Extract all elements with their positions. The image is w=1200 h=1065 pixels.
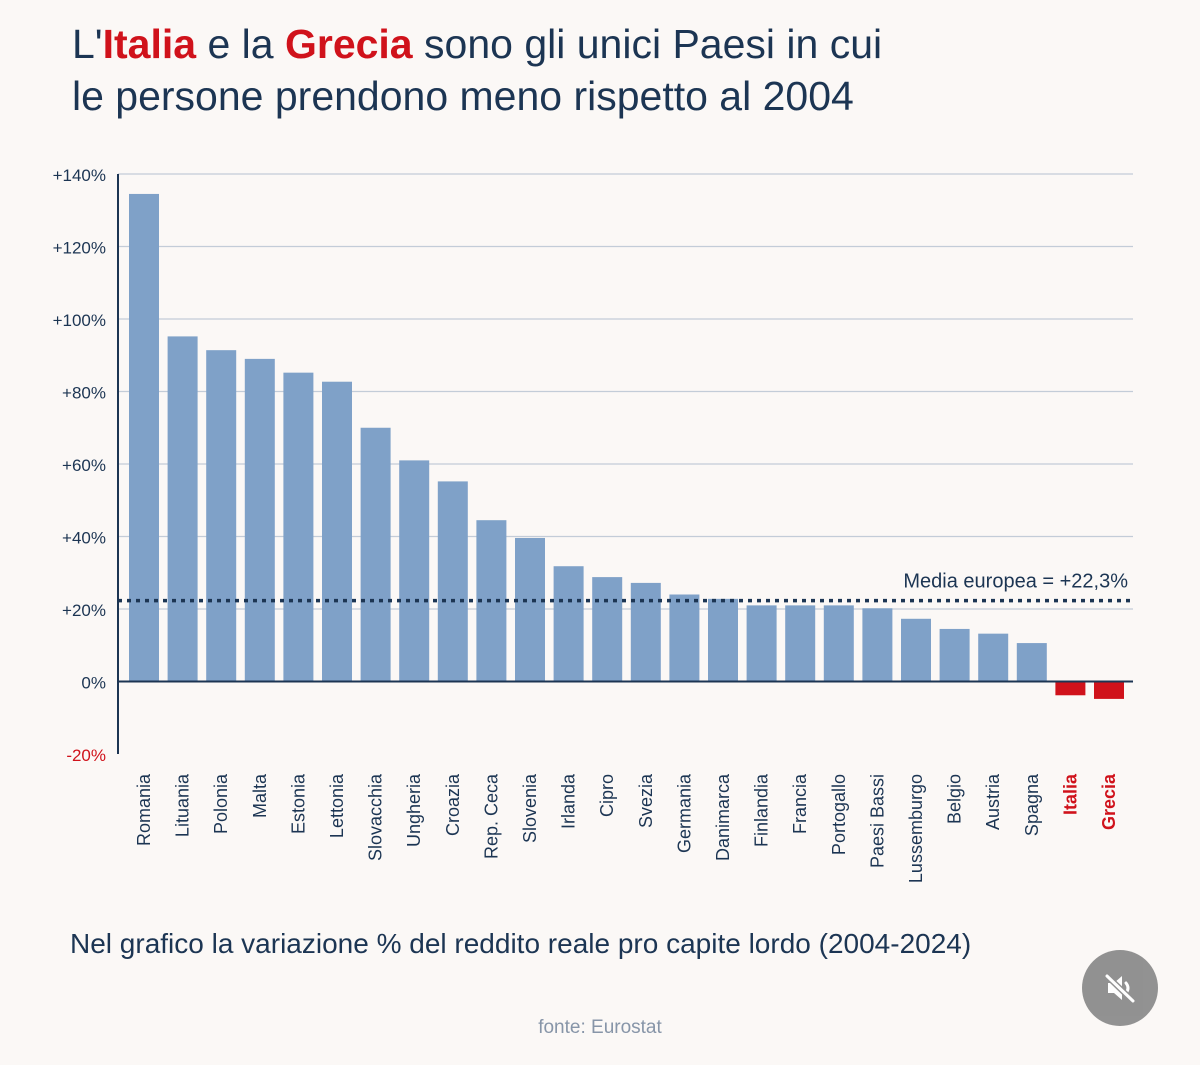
bar-malta (244, 358, 275, 682)
headline-grecia: Grecia (284, 21, 413, 67)
bar-estonia (283, 372, 314, 682)
bar-chart: +140% +120% +100% +80% +60% +40% +20% 0% -20% Rom… (53, 166, 1133, 883)
headline-middle: e la (196, 21, 285, 67)
source-note: fonte: Eurostat (538, 1017, 662, 1038)
bar-finlandia (746, 605, 777, 682)
bar-cipro (592, 577, 623, 682)
x-tick-label: Svezia (636, 773, 656, 828)
bar-slovenia (515, 537, 545, 682)
bar-croazia (437, 481, 468, 682)
bar-ungheria (399, 460, 430, 682)
headline-line-2: le persone prendono meno rispetto al 200… (72, 73, 854, 119)
bar-lituania (167, 336, 198, 682)
x-tick-label: Ungheria (404, 773, 424, 847)
x-tick-label: Portogallo (829, 774, 849, 855)
x-tick-label: Slovenia (520, 773, 540, 843)
bar-belgio (939, 628, 970, 682)
x-tick-label: Italia (1060, 773, 1080, 815)
headline-suffix: sono gli unici Paesi in cui (412, 21, 883, 67)
bar-lussemburgo (901, 618, 931, 682)
bar-slovacchia (360, 427, 391, 682)
x-tick-label: Germania (674, 773, 694, 853)
x-tick-label: Grecia (1099, 773, 1119, 830)
x-tick-label: Estonia (288, 773, 308, 834)
bar-portogallo (823, 605, 854, 682)
bar-svezia (630, 582, 661, 682)
headline-prefix: L' (72, 21, 103, 67)
bar-romania (129, 193, 159, 682)
y-tick-label: +100% (53, 311, 106, 330)
x-tick-label: Lettonia (327, 773, 347, 838)
bar-irlanda (553, 566, 584, 682)
x-tick-label: Cipro (597, 774, 617, 817)
x-tick-label: Spagna (1022, 773, 1042, 836)
bar-danimarca (708, 598, 738, 682)
x-tick-label: Romania (134, 773, 154, 846)
y-tick-label: 0% (81, 674, 106, 693)
x-tick-label: Rep. Ceca (481, 773, 501, 859)
mute-button[interactable] (1082, 950, 1158, 1026)
x-tick-label: Irlanda (559, 773, 579, 829)
average-label: Media europea = +22,3% (903, 571, 1128, 593)
chart-subtitle: Nel grafico la variazione % del reddito … (70, 928, 972, 959)
x-tick-label: Lussemburgo (906, 774, 926, 883)
bar-germania (669, 594, 700, 682)
bar-lettonia (322, 381, 352, 682)
headline: L'Italia e la Grecia sono gli unici Paes… (72, 18, 1172, 122)
x-tick-label: Belgio (945, 774, 965, 824)
x-tick-label: Malta (250, 773, 270, 818)
headline-line-1: L'Italia e la Grecia sono gli unici Paes… (72, 18, 1172, 70)
x-tick-label: Francia (790, 773, 810, 834)
y-tick-label: +80% (62, 384, 106, 403)
bar-austria (978, 633, 1009, 682)
bar-paesi-bassi (862, 608, 893, 682)
y-tick-label: +40% (62, 529, 106, 548)
bar-polonia (206, 350, 237, 682)
x-tick-label: Slovacchia (366, 773, 386, 861)
y-tick-label: -20% (66, 746, 106, 765)
x-tick-label: Lituania (173, 773, 193, 837)
bar-italia (1055, 681, 1086, 696)
x-tick-label: Danimarca (713, 773, 733, 861)
x-tick-label: Croazia (443, 773, 463, 836)
x-tick-label: Finlandia (752, 773, 772, 847)
bar-grecia (1094, 681, 1124, 699)
x-tick-label: Paesi Bassi (867, 774, 887, 868)
y-tick-label: +60% (62, 456, 106, 475)
bar-francia (785, 605, 816, 682)
speaker-muted-icon (1104, 973, 1136, 1004)
bar-spagna (1016, 643, 1047, 682)
x-tick-label: Austria (983, 773, 1003, 830)
y-tick-label: +120% (53, 239, 106, 258)
y-tick-label: +140% (53, 166, 106, 185)
x-tick-label: Polonia (211, 773, 231, 834)
y-tick-label: +20% (62, 601, 106, 620)
headline-italia: Italia (102, 21, 197, 67)
